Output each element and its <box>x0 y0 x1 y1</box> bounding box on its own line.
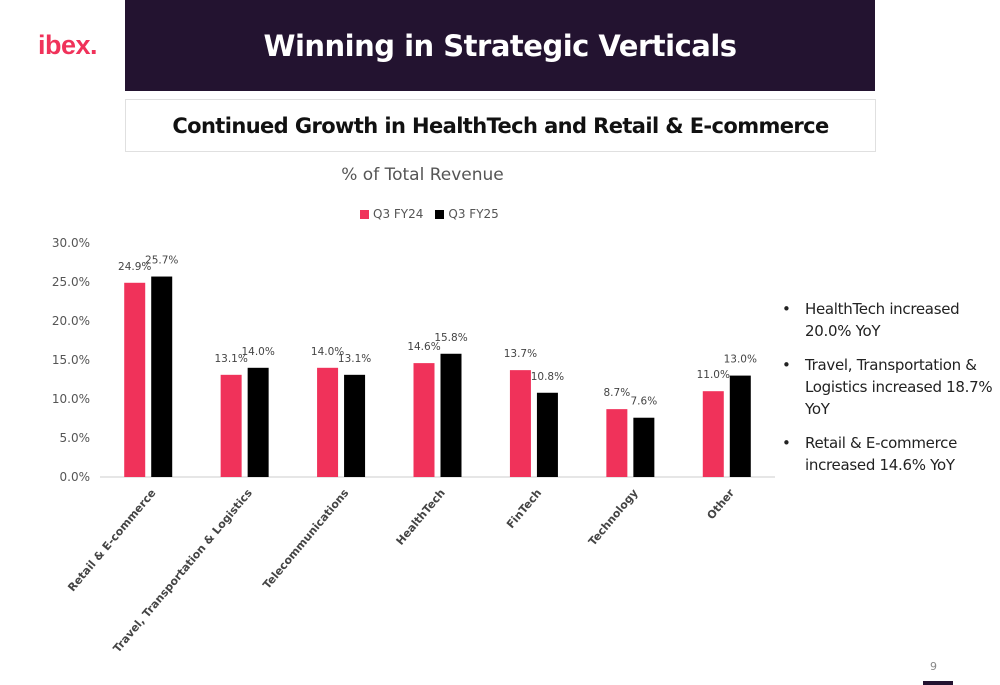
bar-q3fy24 <box>124 282 146 477</box>
bar-q3fy25 <box>344 374 366 477</box>
bar-q3fy25 <box>440 353 462 477</box>
x-category-label: FinTech <box>504 487 544 531</box>
key-highlights: HealthTech increased 20.0% YoY Travel, T… <box>782 298 994 488</box>
data-label: 14.0% <box>241 346 274 358</box>
legend-label-q3fy24: Q3 FY24 <box>373 207 424 221</box>
bullet-healthtech: HealthTech increased 20.0% YoY <box>782 298 994 342</box>
bar-q3fy25 <box>151 276 173 477</box>
page-subtitle: Continued Growth in HealthTech and Retai… <box>172 113 829 138</box>
bar-q3fy24 <box>606 409 628 477</box>
y-tick-label: 25.0% <box>52 275 90 289</box>
data-label: 14.0% <box>311 346 344 358</box>
legend-item-q3fy24: Q3 FY24 <box>360 207 423 221</box>
y-tick-label: 0.0% <box>60 470 91 484</box>
ibex-logo: ibex. <box>38 30 98 60</box>
data-label: 13.0% <box>724 354 757 366</box>
x-category-label: HealthTech <box>394 487 448 548</box>
legend-swatch-q3fy24 <box>360 209 369 219</box>
y-tick-label: 20.0% <box>52 314 90 328</box>
legend-item-q3fy25: Q3 FY25 <box>435 207 499 221</box>
data-label: 13.1% <box>338 353 371 365</box>
footer-accent-bar <box>923 681 953 685</box>
y-tick-label: 15.0% <box>52 353 90 367</box>
data-label: 25.7% <box>145 255 178 267</box>
data-label: 13.7% <box>504 348 537 360</box>
title-banner: Winning in Strategic Verticals <box>125 0 875 91</box>
x-category-label: Telecommunications <box>260 486 351 591</box>
data-label: 24.9% <box>118 261 151 273</box>
x-category-label: Technology <box>586 487 641 549</box>
bar-q3fy25 <box>536 392 558 477</box>
bar-q3fy24 <box>317 367 339 477</box>
y-tick-label: 5.0% <box>60 431 91 445</box>
bullet-retail: Retail & E-commerce increased 14.6% YoY <box>782 432 994 476</box>
bar-q3fy24 <box>413 363 435 477</box>
x-category-label: Other <box>704 486 737 522</box>
y-tick-label: 30.0% <box>52 236 90 250</box>
chart-legend: Q3 FY24 Q3 FY25 <box>360 207 499 221</box>
subtitle-box: Continued Growth in HealthTech and Retai… <box>125 99 876 152</box>
legend-swatch-q3fy25 <box>435 209 445 219</box>
data-label: 7.6% <box>631 396 658 408</box>
bar-q3fy24 <box>702 391 724 477</box>
bar-q3fy24 <box>509 370 531 477</box>
bar-q3fy24 <box>220 374 242 477</box>
bar-q3fy25 <box>729 375 751 477</box>
page-title: Winning in Strategic Verticals <box>263 28 737 63</box>
data-label: 8.7% <box>604 387 631 399</box>
bullet-travel: Travel, Transportation & Logistics incre… <box>782 354 994 420</box>
data-label: 15.8% <box>434 332 467 344</box>
chart-title: % of Total Revenue <box>341 165 504 185</box>
data-label: 11.0% <box>697 369 730 381</box>
x-category-label: Retail & E-commerce <box>65 487 158 594</box>
legend-label-q3fy25: Q3 FY25 <box>448 207 499 221</box>
bar-q3fy25 <box>633 417 655 477</box>
data-label: 14.6% <box>407 341 440 353</box>
bar-q3fy25 <box>247 367 269 477</box>
data-label: 13.1% <box>214 353 247 365</box>
page-number: 9 <box>930 660 937 673</box>
data-label: 10.8% <box>531 371 564 383</box>
y-tick-label: 10.0% <box>52 392 90 406</box>
